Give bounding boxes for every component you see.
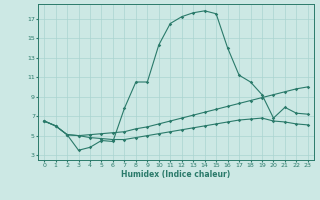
X-axis label: Humidex (Indice chaleur): Humidex (Indice chaleur)	[121, 170, 231, 179]
